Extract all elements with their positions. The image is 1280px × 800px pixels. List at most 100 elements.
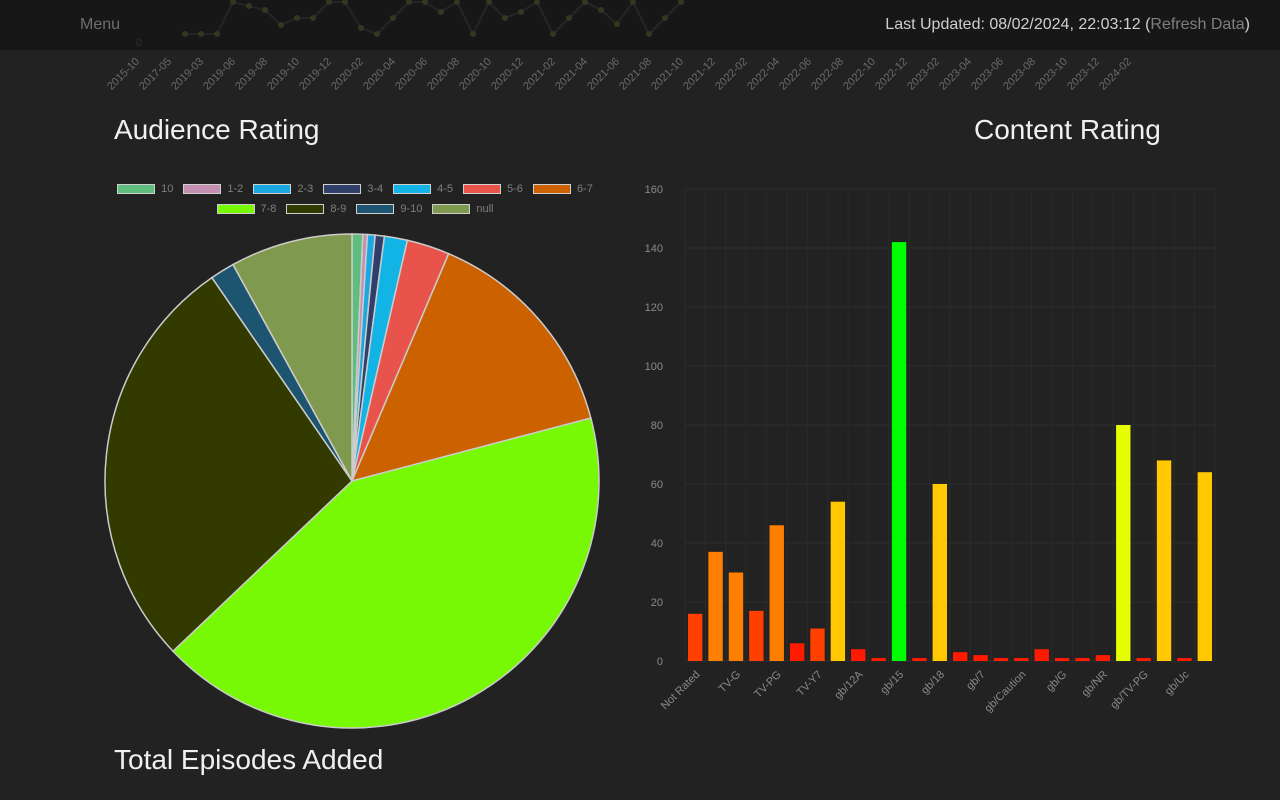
legend-label: 8-9 [330, 203, 347, 215]
timeline-x-tick-label: 2022-12 [873, 56, 910, 93]
bar-7[interactable] [830, 501, 846, 661]
bar-6[interactable] [810, 628, 825, 661]
timeline-x-tick-label: 2015-10 [105, 56, 142, 93]
bar-13[interactable] [953, 652, 968, 661]
timeline-x-tick-label: 2019-06 [201, 56, 238, 93]
timeline-x-tick-label: 2021-12 [681, 56, 718, 93]
audience-rating-pie-chart [104, 233, 600, 729]
bar-17[interactable] [1034, 649, 1049, 661]
refresh-open-paren: ( [1140, 16, 1151, 33]
timeline-x-tick-label: 2022-02 [713, 56, 750, 93]
legend-label: null [476, 203, 494, 215]
menu-button[interactable]: Menu [80, 16, 121, 33]
timeline-x-tick-label: 2020-04 [361, 56, 398, 93]
bar-9[interactable] [871, 658, 886, 661]
y-tick-label: 0 [657, 656, 663, 668]
x-tick-label: Not Rated [659, 669, 703, 713]
timeline-x-tick-label: 2021-02 [521, 56, 558, 93]
bar-5[interactable] [789, 643, 805, 661]
timeline-x-tick-label: 2020-12 [489, 56, 526, 93]
bar-22[interactable] [1136, 658, 1151, 661]
bar-15[interactable] [993, 658, 1009, 661]
y-tick-label: 100 [645, 361, 663, 373]
bar-16[interactable] [1014, 658, 1029, 661]
timeline-x-tick-label: 2020-10 [457, 56, 494, 93]
bar-1[interactable] [708, 551, 723, 661]
legend-item[interactable]: 10 [117, 183, 173, 195]
bar-18[interactable] [1054, 658, 1070, 661]
bar-23[interactable] [1156, 460, 1172, 661]
x-tick-label: TV-G [717, 669, 744, 696]
y-tick-label: 120 [645, 302, 663, 314]
legend-label: 4-5 [437, 183, 454, 195]
timeline-x-tick-label: 2019-03 [169, 56, 206, 93]
legend-label: 9-10 [400, 203, 423, 215]
bar-8[interactable] [851, 649, 866, 661]
pie-slice-8-9[interactable] [104, 276, 353, 653]
x-tick-label: TV-Y7 [795, 669, 825, 699]
pie-slice-6-7[interactable] [350, 252, 592, 483]
last-updated-prefix: Last Updated: [885, 16, 990, 33]
bar-20[interactable] [1095, 655, 1111, 661]
bar-0[interactable] [688, 613, 703, 661]
legend-item[interactable]: 9-10 [356, 203, 422, 215]
timeline-x-tick-label: 2021-04 [553, 56, 590, 93]
timeline-x-tick-label: 2022-08 [809, 56, 846, 93]
legend-item[interactable]: 7-8 [216, 203, 276, 215]
bar-3[interactable] [749, 610, 764, 661]
legend-label: 5-6 [507, 183, 523, 195]
legend-swatch [216, 204, 255, 214]
legend-item[interactable]: 4-5 [393, 183, 453, 195]
legend-label: 10 [161, 183, 174, 195]
legend-item[interactable]: null [432, 203, 493, 215]
timeline-x-tick-label: 2023-12 [1065, 56, 1102, 93]
legend-swatch [432, 204, 471, 214]
timeline-x-tick-label: 2021-08 [617, 56, 654, 93]
legend-label: 3-4 [367, 183, 384, 195]
total-episodes-title: Total Episodes Added [114, 744, 384, 775]
legend-swatch [253, 184, 292, 194]
timeline-x-tick-label: 2017-05 [137, 56, 174, 93]
bar-11[interactable] [912, 658, 927, 661]
legend-item[interactable]: 2-3 [253, 183, 313, 195]
x-tick-label: gb/TV-PG [1108, 669, 1151, 712]
timeline-x-tick-label: 2023-10 [1033, 56, 1070, 93]
bar-25[interactable] [1197, 472, 1212, 661]
y-tick-label: 80 [651, 420, 663, 432]
legend-swatch [393, 184, 432, 194]
bar-24[interactable] [1177, 658, 1192, 661]
legend-item[interactable]: 8-9 [286, 203, 346, 215]
timeline-x-tick-label: 2023-04 [937, 56, 974, 93]
x-tick-label: gb/Uc [1163, 668, 1192, 697]
legend-item[interactable]: 3-4 [323, 183, 383, 195]
bar-12[interactable] [932, 484, 947, 661]
timeline-x-tick-label: 2020-02 [329, 56, 366, 93]
bar-4[interactable] [769, 525, 784, 661]
y-tick-label: 140 [645, 243, 663, 255]
legend-swatch [117, 184, 156, 194]
x-tick-label: gb/NR [1080, 669, 1111, 700]
x-tick-label: gb/15 [878, 669, 906, 697]
legend-item[interactable]: 6-7 [532, 183, 593, 195]
timeline-x-tick-label: 2024-02 [1097, 56, 1134, 93]
bar-19[interactable] [1075, 658, 1090, 661]
legend-label: 6-7 [576, 183, 593, 195]
legend-swatch [323, 184, 362, 194]
bar-10[interactable] [891, 242, 907, 661]
pie-slice-null[interactable] [231, 233, 353, 482]
legend-label: 1-2 [227, 183, 244, 195]
x-tick-label: gb/12A [832, 668, 866, 702]
legend-label: 2-3 [297, 183, 314, 195]
refresh-data-link[interactable]: Refresh Data [1150, 16, 1245, 33]
timeline-x-tick-label: 2023-02 [905, 56, 942, 93]
pie-slice-7-8[interactable] [171, 417, 600, 729]
timeline-x-tick-label: 2023-06 [969, 56, 1006, 93]
bar-2[interactable] [728, 572, 744, 662]
legend-item[interactable]: 5-6 [463, 183, 523, 195]
timeline-x-tick-label: 2022-10 [841, 56, 878, 93]
legend-item[interactable]: 1-2 [183, 183, 243, 195]
bar-21[interactable] [1116, 425, 1131, 661]
bar-14[interactable] [973, 655, 988, 661]
timeline-x-tick-label: 2022-04 [745, 56, 782, 93]
legend-swatch [356, 204, 395, 214]
